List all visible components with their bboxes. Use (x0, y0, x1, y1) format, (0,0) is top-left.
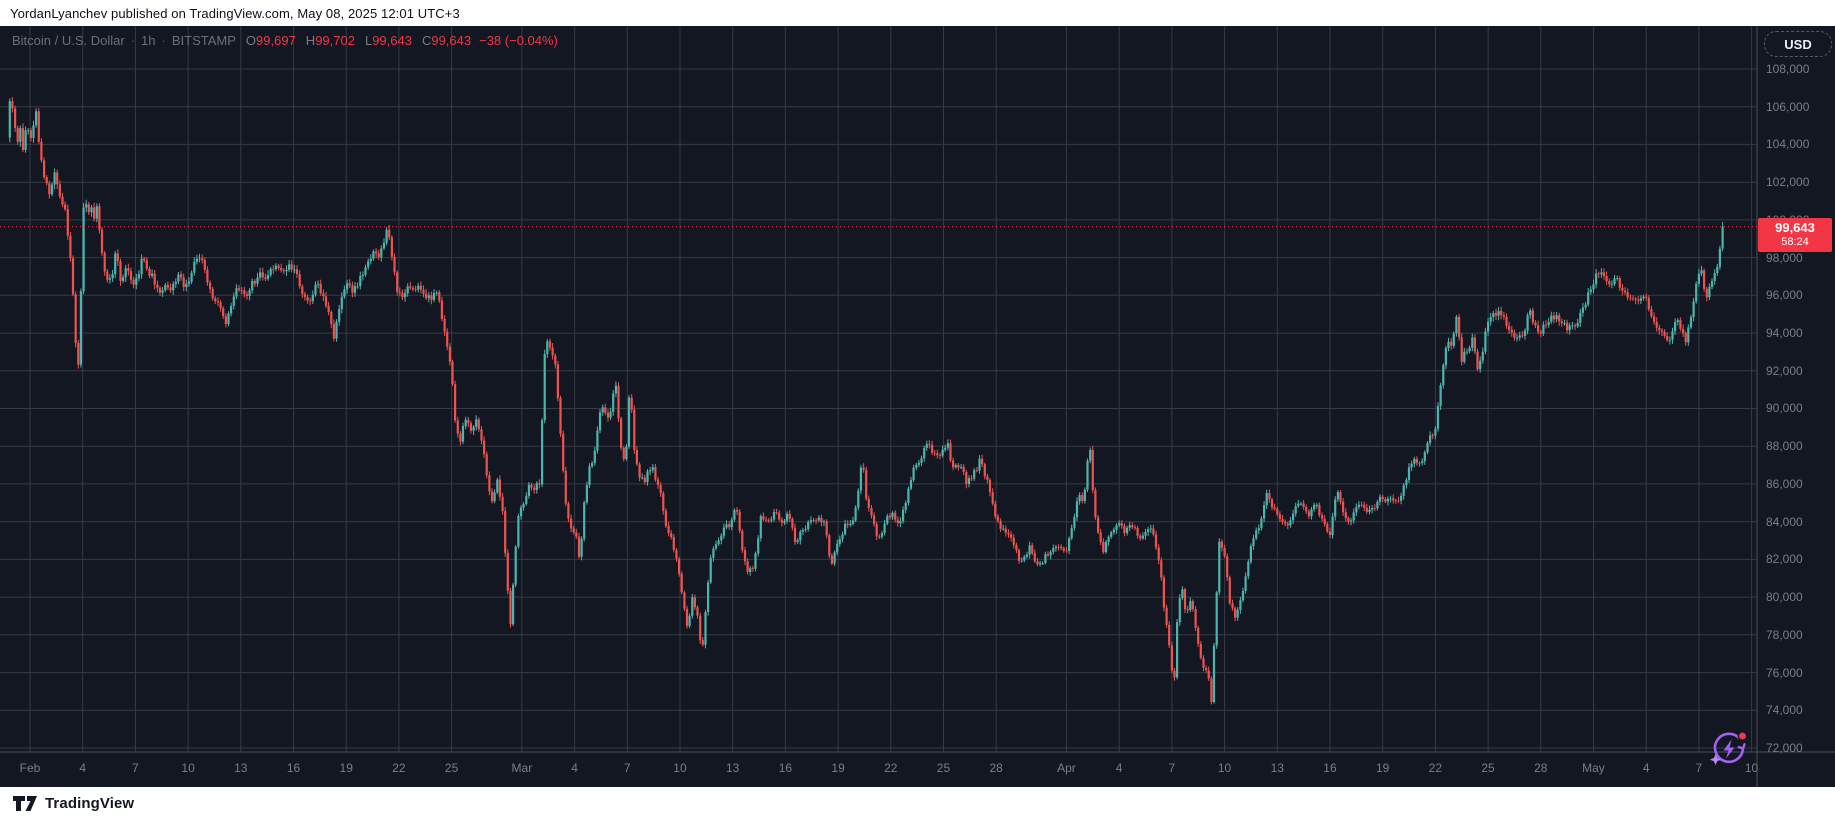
price-tick-label: 84,000 (1766, 514, 1803, 529)
price-tick-label: 82,000 (1766, 552, 1803, 567)
time-tick-label: 19 (1375, 761, 1390, 775)
low-label: L (364, 33, 373, 48)
tradingview-brand-text[interactable]: TradingView (45, 794, 135, 812)
legend-separator: · (130, 33, 136, 48)
close-label: C (421, 33, 432, 48)
time-tick-label: 13 (1270, 761, 1284, 775)
candles-down (11, 97, 1708, 705)
low-value: 99,643 (372, 33, 412, 48)
time-tick-label: 25 (936, 761, 951, 775)
footer-bar: TradingView (0, 787, 1835, 819)
time-tick-label: 16 (1323, 761, 1337, 775)
time-tick-label: 4 (1642, 761, 1650, 775)
time-tick-label: 16 (778, 761, 793, 775)
price-tick-label: 106,000 (1766, 99, 1810, 114)
tradingview-logo-icon[interactable] (12, 795, 38, 812)
circular-arrow (1713, 732, 1745, 764)
time-tick-label: 16 (286, 761, 301, 775)
time-tick-label: 10 (1744, 761, 1759, 775)
price-tick-label: 104,000 (1766, 137, 1810, 152)
price-tick-label: 74,000 (1766, 703, 1803, 718)
time-tick-label: 25 (1481, 761, 1495, 775)
sparkle (1709, 754, 1722, 766)
close-value: 99,643 (431, 33, 472, 48)
ohlc-readout: O99,697 H99,702 L99,643 C99,643 (246, 33, 471, 48)
time-tick-label: 13 (234, 761, 248, 775)
price-tick-label: 92,000 (1766, 363, 1803, 378)
time-tick-label: 4 (1115, 761, 1123, 775)
price-tick-label: 108,000 (1766, 62, 1810, 76)
time-tick-label: 10 (1217, 761, 1232, 775)
time-tick-label: 28 (1534, 761, 1548, 775)
legend-separator: · (161, 33, 166, 48)
time-tick-label: 22 (392, 761, 406, 775)
price-axis[interactable]: 99,643 58:24 108,000 106,000 104,000 102,00… (1757, 26, 1835, 755)
time-axis[interactable]: Feb 4 7 10 13 16 19 22 25 Mar 4 7 10 13 16 19 22 25 28 Apr 4… (0, 752, 1835, 787)
attribution-bar: YordanLyanchev published on TradingView.… (0, 0, 1835, 26)
candles-up (8, 98, 1724, 704)
attribution-text: YordanLyanchev published on TradingView.… (10, 5, 460, 21)
time-tick-label: 22 (1428, 761, 1443, 775)
price-tick-label: 98,000 (1766, 250, 1803, 265)
change-readout: −38 (−0.04%) (479, 33, 558, 48)
time-tick-label: 10 (673, 761, 687, 775)
price-tick-label: 88,000 (1766, 439, 1803, 454)
price-tick-label: 86,000 (1766, 476, 1803, 491)
high-value: 99,702 (315, 33, 355, 48)
price-tick-label: 72,000 (1766, 740, 1803, 755)
chart-legend: Bitcoin / U.S. Dollar · 1h · BITSTAMP O9… (12, 33, 558, 48)
time-tick-label: 7 (1168, 761, 1176, 775)
time-tick-month-label: May (1582, 761, 1605, 775)
interval-label[interactable]: 1h (141, 33, 156, 48)
last-price-value: 99,643 (1775, 219, 1815, 235)
time-tick-label: 7 (623, 761, 631, 775)
time-tick-label: 7 (1695, 761, 1703, 775)
time-tick-label: 4 (79, 761, 87, 775)
time-tick-month-label: Apr (1057, 761, 1076, 775)
time-tick-label: 19 (339, 761, 353, 775)
high-label: H (305, 33, 316, 48)
price-tick-label: 96,000 (1766, 288, 1803, 303)
time-tick-month-label: Mar (511, 761, 533, 775)
time-tick-label: 22 (884, 761, 898, 775)
time-tick-label: 13 (725, 761, 740, 775)
exchange-label[interactable]: BITSTAMP (171, 33, 236, 48)
time-tick-month-label: Feb (19, 761, 41, 775)
price-tick-label: 102,000 (1766, 175, 1810, 190)
chart-plot-area[interactable] (0, 26, 1835, 787)
currency-toggle-button[interactable]: USD (1764, 31, 1832, 57)
time-tick-label: 4 (571, 761, 578, 775)
open-label: O (245, 33, 257, 48)
price-tick-label: 90,000 (1766, 401, 1803, 416)
bar-countdown: 58:24 (1781, 235, 1809, 248)
chart-panel: Bitcoin / U.S. Dollar · 1h · BITSTAMP O9… (0, 26, 1835, 787)
price-tick-label: 76,000 (1766, 665, 1803, 680)
price-tick-label: 80,000 (1766, 590, 1803, 605)
last-price-badge: 99,643 58:24 (1758, 217, 1832, 252)
time-tick-label: 28 (989, 761, 1003, 775)
time-tick-label: 19 (831, 761, 845, 775)
time-tick-label: 7 (132, 761, 139, 775)
lightning-bolt (1723, 739, 1735, 759)
price-tick-label: 94,000 (1766, 326, 1803, 341)
price-tick-label: 78,000 (1766, 627, 1803, 642)
open-value: 99,697 (256, 33, 296, 48)
notification-dot (1737, 731, 1748, 741)
symbol-name[interactable]: Bitcoin / U.S. Dollar (12, 33, 125, 48)
time-tick-label: 25 (444, 761, 459, 775)
time-tick-label: 10 (181, 761, 195, 775)
flash-boost-icon[interactable] (1706, 726, 1752, 772)
